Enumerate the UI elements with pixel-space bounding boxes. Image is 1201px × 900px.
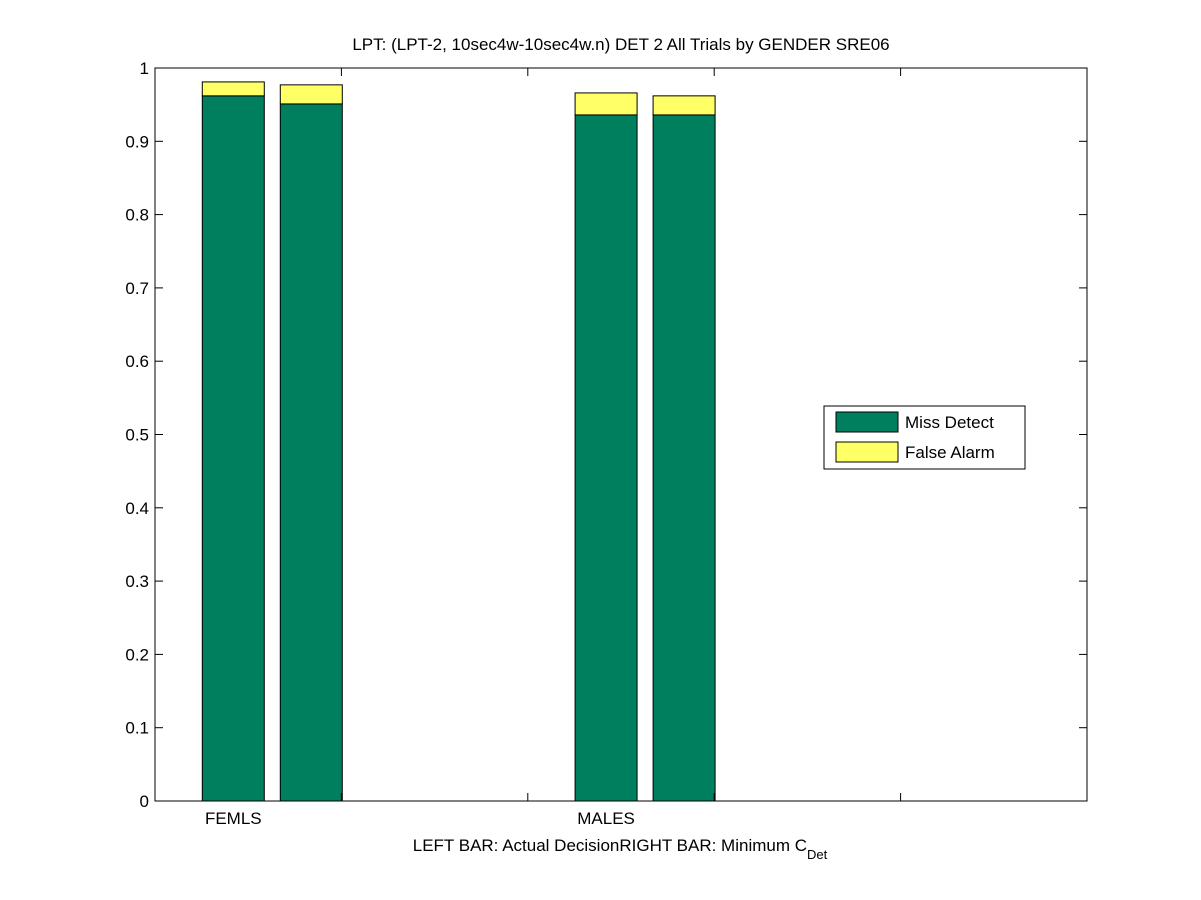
- bar-false-alarm: [574, 92, 638, 116]
- y-axis: 0 0.1 0.2 0.3 0.4 0.5 0.6 0.7 0.8 0.9 1: [125, 59, 1087, 811]
- x-axis-label: LEFT BAR: Actual DecisionRIGHT BAR: Mini…: [413, 836, 828, 862]
- bar-miss-detect: [652, 114, 716, 802]
- legend: Miss Detect False Alarm: [823, 405, 1026, 470]
- y-tick-label: 0.2: [125, 645, 149, 664]
- chart-title: LPT: (LPT-2, 10sec4w-10sec4w.n) DET 2 Al…: [352, 35, 889, 54]
- bar-miss-detect: [279, 103, 343, 802]
- y-tick-label: 0.1: [125, 719, 149, 738]
- x-axis-label-subscript: Det: [807, 847, 828, 862]
- y-tick-label: 0.6: [125, 352, 149, 371]
- y-tick-label: 0: [140, 792, 149, 811]
- x-tick-label: MALES: [577, 809, 635, 828]
- bar-false-alarm: [652, 95, 716, 116]
- bar-false-alarm: [201, 81, 265, 97]
- y-tick-label: 0.4: [125, 499, 149, 518]
- bar-miss-detect: [201, 95, 265, 802]
- legend-swatch-false-alarm: [835, 441, 899, 463]
- x-axis: FEMLS MALES: [205, 68, 902, 828]
- x-axis-label-right: RIGHT BAR: Minimum C: [619, 836, 807, 855]
- bars: [201, 81, 716, 802]
- y-tick-label: 0.5: [125, 426, 149, 445]
- legend-label-miss-detect: Miss Detect: [905, 413, 994, 432]
- x-axis-label-left: LEFT BAR: Actual Decision: [413, 836, 620, 855]
- bar-miss-detect: [574, 114, 638, 802]
- bar-false-alarm: [279, 84, 343, 105]
- legend-swatch-miss-detect: [835, 411, 899, 433]
- legend-label-false-alarm: False Alarm: [905, 443, 995, 462]
- plot-area: 0 0.1 0.2 0.3 0.4 0.5 0.6 0.7 0.8 0.9 1 FEMLS MALES: [125, 59, 1088, 828]
- x-tick-label: FEMLS: [205, 809, 262, 828]
- y-tick-label: 0.9: [125, 132, 149, 151]
- y-tick-label: 0.7: [125, 279, 149, 298]
- y-tick-label: 0.8: [125, 206, 149, 225]
- y-tick-label: 0.3: [125, 572, 149, 591]
- y-tick-label: 1: [140, 59, 149, 78]
